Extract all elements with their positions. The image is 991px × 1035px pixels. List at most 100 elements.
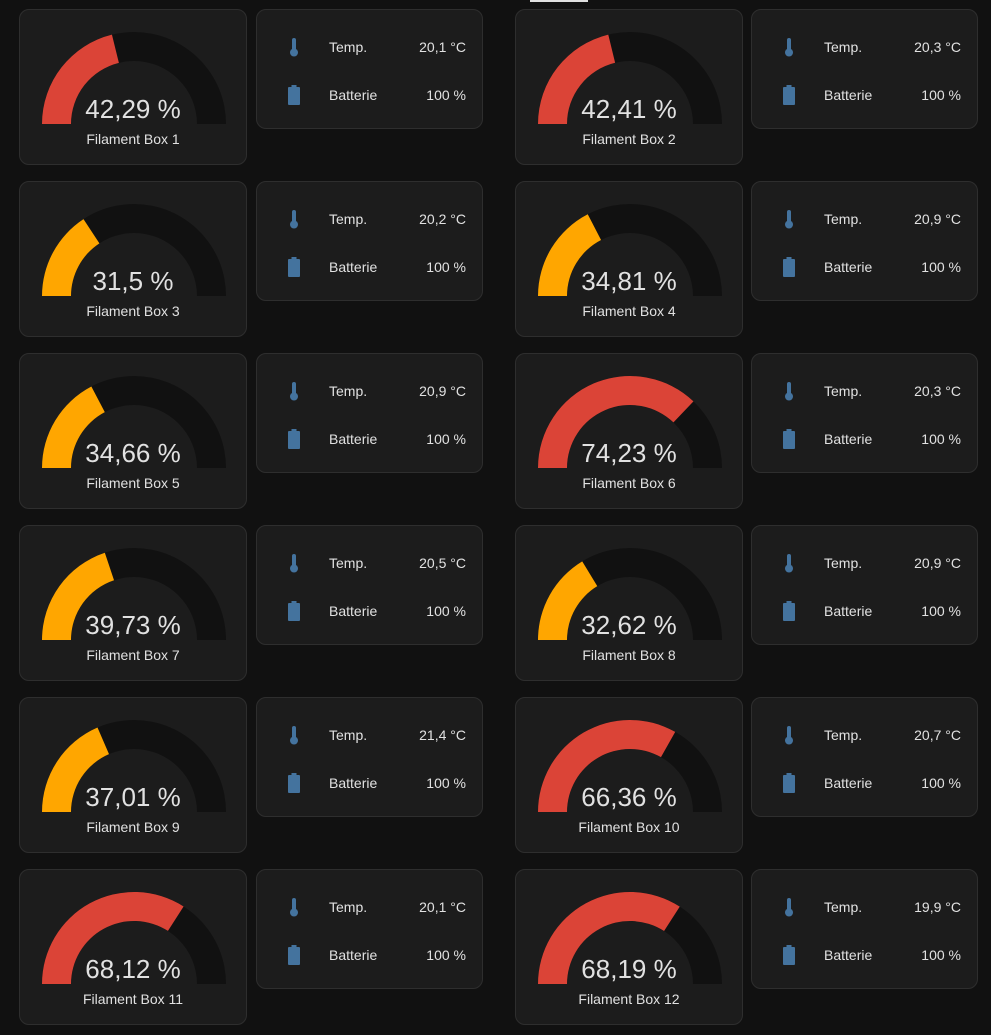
thermometer-icon <box>290 38 298 57</box>
temperature-row[interactable]: Temp. 20,1 °C <box>257 35 482 59</box>
temperature-label: Temp. <box>329 899 368 915</box>
battery-value: 100 % <box>921 947 961 963</box>
battery-row[interactable]: Batterie 100 % <box>752 255 977 279</box>
temperature-row[interactable]: Temp. 20,3 °C <box>752 379 977 403</box>
temperature-value: 20,5 °C <box>419 555 466 571</box>
gauge-card[interactable]: 68,12 % Filament Box 11 <box>19 869 247 1025</box>
gauge-name: Filament Box 4 <box>582 303 676 319</box>
temperature-value: 20,3 °C <box>914 39 961 55</box>
entities-card: Temp. 21,4 °C Batterie 100 % <box>256 697 483 817</box>
gauge-fill <box>42 727 109 812</box>
gauge-value: 32,62 % <box>581 610 677 640</box>
battery-label: Batterie <box>329 603 378 619</box>
temperature-label: Temp. <box>329 383 368 399</box>
gauge-card[interactable]: 39,73 % Filament Box 7 <box>19 525 247 681</box>
temperature-label: Temp. <box>824 211 863 227</box>
gauge-fill <box>538 34 616 124</box>
gauge-value: 31,5 % <box>92 266 174 296</box>
gauge-card[interactable]: 34,81 % Filament Box 4 <box>515 181 743 337</box>
battery-value: 100 % <box>921 775 961 791</box>
temperature-value: 20,9 °C <box>914 555 961 571</box>
gauge-name: Filament Box 3 <box>86 303 180 319</box>
temperature-label: Temp. <box>329 211 368 227</box>
battery-value: 100 % <box>921 431 961 447</box>
temperature-row[interactable]: Temp. 20,9 °C <box>752 551 977 575</box>
gauge-arc <box>42 892 226 984</box>
gauge-value: 74,23 % <box>581 438 677 468</box>
gauge-card[interactable]: 74,23 % Filament Box 6 <box>515 353 743 509</box>
battery-value: 100 % <box>426 775 466 791</box>
battery-label: Batterie <box>329 775 378 791</box>
battery-row[interactable]: Batterie 100 % <box>752 771 977 795</box>
temperature-row[interactable]: Temp. 20,5 °C <box>257 551 482 575</box>
battery-row[interactable]: Batterie 100 % <box>257 427 482 451</box>
gauge-card[interactable]: 66,36 % Filament Box 10 <box>515 697 743 853</box>
entities-card: Temp. 20,2 °C Batterie 100 % <box>256 181 483 301</box>
battery-row[interactable]: Batterie 100 % <box>257 599 482 623</box>
gauge-name: Filament Box 6 <box>582 475 676 491</box>
gauge-value: 42,29 % <box>85 94 181 124</box>
gauge-fill <box>538 376 694 468</box>
battery-row[interactable]: Batterie 100 % <box>752 427 977 451</box>
battery-row[interactable]: Batterie 100 % <box>257 943 482 967</box>
battery-value: 100 % <box>921 259 961 275</box>
temperature-label: Temp. <box>824 899 863 915</box>
battery-icon <box>783 429 795 449</box>
temperature-row[interactable]: Temp. 20,7 °C <box>752 723 977 747</box>
temperature-row[interactable]: Temp. 20,3 °C <box>752 35 977 59</box>
temperature-value: 20,3 °C <box>914 383 961 399</box>
thermometer-icon <box>290 554 298 573</box>
temperature-label: Temp. <box>329 727 368 743</box>
gauge-arc <box>538 32 722 124</box>
gauge-arc <box>538 204 722 296</box>
battery-value: 100 % <box>921 603 961 619</box>
temperature-row[interactable]: Temp. 20,9 °C <box>257 379 482 403</box>
battery-label: Batterie <box>824 947 873 963</box>
gauge-arc <box>42 376 226 468</box>
temperature-row[interactable]: Temp. 21,4 °C <box>257 723 482 747</box>
gauge-fill <box>42 552 115 640</box>
gauge-name: Filament Box 5 <box>86 475 180 491</box>
battery-row[interactable]: Batterie 100 % <box>752 83 977 107</box>
battery-label: Batterie <box>824 431 873 447</box>
gauge-arc <box>42 720 226 812</box>
battery-row[interactable]: Batterie 100 % <box>257 83 482 107</box>
entities-card: Temp. 20,5 °C Batterie 100 % <box>256 525 483 645</box>
temperature-row[interactable]: Temp. 20,2 °C <box>257 207 482 231</box>
battery-row[interactable]: Batterie 100 % <box>752 943 977 967</box>
battery-icon <box>783 945 795 965</box>
gauge-name: Filament Box 2 <box>582 131 676 147</box>
temperature-value: 20,9 °C <box>419 383 466 399</box>
battery-icon <box>288 429 300 449</box>
battery-label: Batterie <box>824 259 873 275</box>
battery-value: 100 % <box>426 87 466 103</box>
battery-row[interactable]: Batterie 100 % <box>257 771 482 795</box>
battery-icon <box>783 773 795 793</box>
battery-row[interactable]: Batterie 100 % <box>752 599 977 623</box>
gauge-card[interactable]: 37,01 % Filament Box 9 <box>19 697 247 853</box>
battery-icon <box>783 85 795 105</box>
temperature-value: 19,9 °C <box>914 899 961 915</box>
gauge-arc <box>538 548 722 640</box>
gauge-value: 37,01 % <box>85 782 181 812</box>
gauge-fill <box>42 219 100 296</box>
entities-card: Temp. 20,9 °C Batterie 100 % <box>256 353 483 473</box>
battery-value: 100 % <box>426 947 466 963</box>
gauge-arc <box>42 548 226 640</box>
temperature-value: 21,4 °C <box>419 727 466 743</box>
gauge-card[interactable]: 34,66 % Filament Box 5 <box>19 353 247 509</box>
gauge-value: 39,73 % <box>85 610 181 640</box>
temperature-row[interactable]: Temp. 20,9 °C <box>752 207 977 231</box>
gauge-card[interactable]: 68,19 % Filament Box 12 <box>515 869 743 1025</box>
gauge-card[interactable]: 32,62 % Filament Box 8 <box>515 525 743 681</box>
gauge-fill <box>42 892 184 984</box>
gauge-card[interactable]: 31,5 % Filament Box 3 <box>19 181 247 337</box>
temperature-row[interactable]: Temp. 20,1 °C <box>257 895 482 919</box>
battery-row[interactable]: Batterie 100 % <box>257 255 482 279</box>
top-tab-indicator <box>530 0 588 2</box>
gauge-card[interactable]: 42,41 % Filament Box 2 <box>515 9 743 165</box>
gauge-name: Filament Box 9 <box>86 819 180 835</box>
battery-value: 100 % <box>426 259 466 275</box>
temperature-row[interactable]: Temp. 19,9 °C <box>752 895 977 919</box>
gauge-card[interactable]: 42,29 % Filament Box 1 <box>19 9 247 165</box>
